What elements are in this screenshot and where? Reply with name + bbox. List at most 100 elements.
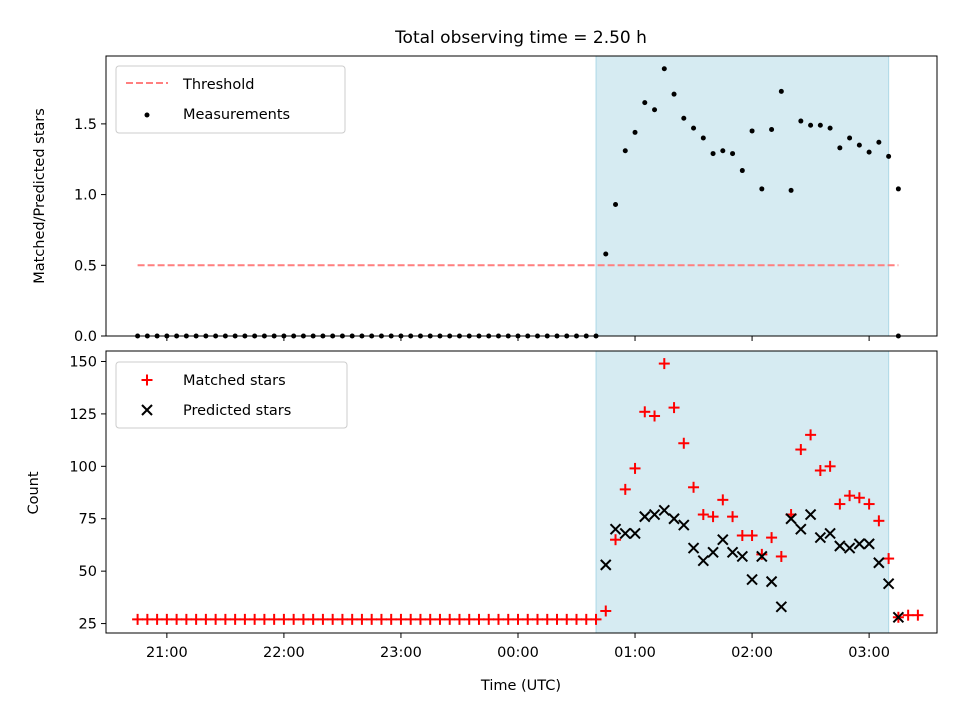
matched-star-point: [678, 437, 690, 449]
matched-star-point: [551, 613, 563, 625]
bottom-x-ticks: 21:00 22:00 23:00 00:00 01:00 02:00 03:00: [146, 633, 890, 661]
predicted-stars-points: [600, 504, 905, 623]
matched-star-point: [444, 613, 456, 625]
matched-star-point: [590, 613, 602, 625]
x-tick-label: 21:00: [146, 645, 188, 661]
matched-star-point: [229, 613, 241, 625]
predicted-star-point: [756, 550, 768, 563]
x-b: [882, 578, 895, 590]
matched-star-point: [278, 613, 290, 625]
matched-star-point: [756, 548, 768, 560]
x-tick-label: 03:00: [848, 645, 890, 661]
x-b: [141, 404, 153, 416]
measurement-point: [632, 129, 638, 135]
matched-star-point: [219, 613, 231, 625]
bottom-axes-frame: [105, 350, 938, 634]
x-b: [658, 504, 670, 517]
measurement-point: [778, 88, 784, 94]
legend-threshold-label: Threshold: [182, 77, 254, 93]
matched-star-point: [366, 613, 378, 625]
legend-matched-label: Matched stars: [183, 373, 286, 389]
top-legend: Threshold Measurements: [115, 65, 346, 134]
matched-star-point: [317, 613, 329, 625]
predicted-star-point: [697, 554, 710, 567]
measurement-point: [671, 91, 677, 97]
matched-star-point: [912, 609, 924, 621]
predicted-star-point: [629, 527, 641, 540]
matched-star-point: [375, 613, 387, 625]
measurement-point: [681, 115, 687, 121]
measurement-point: [691, 125, 697, 131]
predicted-star-point: [736, 550, 749, 563]
matched-star-point: [356, 613, 368, 625]
matched-star-point: [746, 530, 758, 542]
top-legend-box: [115, 65, 346, 134]
predicted-star-point: [843, 542, 856, 554]
top-panel: 0.0 0.5 1.0 1.5 Matched/Predicted stars Thr…: [32, 55, 938, 345]
x-b: [648, 508, 661, 521]
predicted-star-point: [873, 557, 885, 569]
matched-star-point: [434, 613, 446, 625]
predicted-star-point: [609, 523, 622, 535]
measurement-point: [847, 135, 853, 141]
matched-star-point: [736, 530, 748, 542]
bottom-shaded-region: [595, 350, 890, 634]
matched-star-point: [707, 511, 719, 523]
x-b: [600, 559, 612, 571]
measurement-point: [710, 151, 716, 157]
measurement-point: [739, 168, 745, 174]
matched-star-point: [180, 613, 192, 625]
predicted-star-point: [863, 538, 875, 550]
x-b: [746, 573, 758, 586]
measurement-point: [798, 118, 804, 124]
measurement-point: [749, 128, 755, 134]
matched-star-point: [775, 550, 787, 562]
matched-star-point: [249, 613, 261, 625]
x-b: [863, 538, 875, 550]
legend-predicted-swatch: [141, 404, 153, 416]
measurement-point: [661, 66, 667, 72]
matched-star-point: [190, 613, 202, 625]
predicted-star-point: [882, 578, 895, 590]
measurement-point: [817, 122, 823, 128]
matched-star-point: [766, 532, 778, 544]
predicted-star-point: [619, 527, 631, 540]
matched-star-point: [619, 483, 631, 495]
x-b: [795, 523, 807, 535]
x-b: [843, 542, 856, 554]
x-b: [678, 519, 690, 531]
predicted-star-point: [668, 513, 680, 525]
matched-star-point: [610, 534, 622, 546]
matched-star-point: [132, 613, 144, 625]
predicted-star-point: [834, 540, 846, 552]
measurement-point: [730, 151, 736, 157]
measurement-point: [759, 186, 765, 192]
matched-star-point: [424, 613, 436, 625]
bottom-y-ticks: 25 50 75 100 125 150: [69, 354, 106, 633]
matched-star-point: [307, 613, 319, 625]
matched-star-point: [453, 613, 465, 625]
predicted-star-point: [824, 527, 836, 540]
matched-star-point: [395, 613, 407, 625]
measurement-point: [808, 122, 814, 128]
matched-star-point: [873, 515, 885, 527]
top-axes-frame: [105, 55, 938, 337]
matched-star-point: [327, 613, 339, 625]
y-tick-label: 0.0: [74, 329, 97, 345]
matched-stars-points: [132, 358, 924, 625]
matched-star-point: [385, 613, 397, 625]
x-b: [639, 510, 651, 523]
measurement-point: [837, 145, 843, 151]
measurement-point: [642, 100, 648, 106]
x-b: [629, 527, 641, 540]
matched-star-point: [600, 605, 612, 617]
measurement-point: [886, 153, 892, 159]
matched-star-point: [522, 613, 534, 625]
predicted-star-point: [707, 546, 719, 558]
matched-star-point: [688, 481, 700, 493]
matched-star-point: [512, 613, 524, 625]
x-b: [892, 611, 905, 623]
predicted-star-point: [717, 533, 729, 546]
predicted-star-point: [775, 601, 788, 613]
